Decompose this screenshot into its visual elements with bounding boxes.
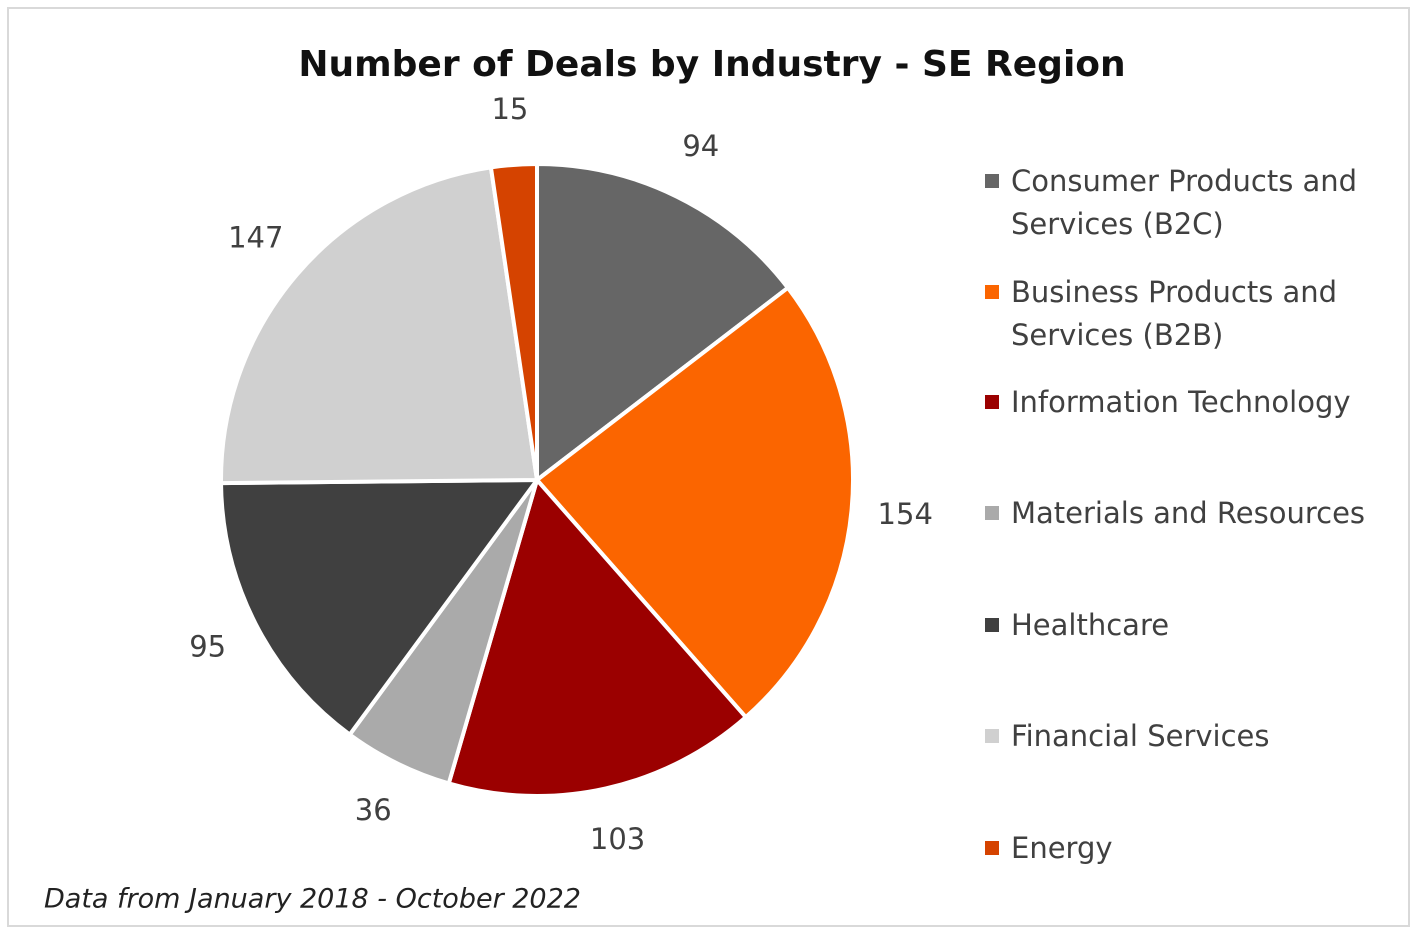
chart-subtitle: Data from January 2018 - October 2022 bbox=[44, 884, 581, 915]
data-label: 103 bbox=[590, 822, 645, 856]
legend-item: Energy bbox=[985, 827, 1385, 870]
legend-item: Materials and Resources bbox=[985, 492, 1385, 535]
pie-slice bbox=[446, 475, 749, 798]
legend-label: Business Products and Services (B2B) bbox=[1011, 275, 1338, 352]
pie-slice bbox=[534, 285, 855, 720]
pie-slice bbox=[488, 161, 539, 481]
legend-item: Consumer Products and Services (B2C) bbox=[985, 160, 1385, 246]
legend-swatch bbox=[985, 395, 999, 409]
data-label: 15 bbox=[491, 92, 528, 126]
legend-swatch bbox=[985, 729, 999, 743]
legend-label: Energy bbox=[1011, 831, 1113, 865]
data-label: 95 bbox=[189, 630, 226, 664]
legend-label: Consumer Products and Services (B2C) bbox=[1011, 164, 1358, 241]
pie-slice bbox=[219, 165, 540, 486]
pie-slice bbox=[218, 477, 541, 738]
legend-swatch bbox=[985, 506, 999, 520]
legend-label: Information Technology bbox=[1011, 385, 1351, 419]
legend-swatch bbox=[985, 285, 999, 299]
legend-item: Information Technology bbox=[985, 381, 1385, 424]
legend-swatch bbox=[985, 841, 999, 855]
legend-swatch bbox=[985, 174, 999, 188]
legend-item: Financial Services bbox=[985, 715, 1385, 758]
data-label: 147 bbox=[228, 221, 283, 255]
data-label: 94 bbox=[682, 129, 719, 163]
chart-title: Number of Deals by Industry - SE Region bbox=[298, 44, 1125, 85]
legend-label: Materials and Resources bbox=[1011, 496, 1366, 530]
legend-label: Healthcare bbox=[1011, 608, 1170, 642]
pie-slice bbox=[535, 161, 791, 485]
legend-item: Business Products and Services (B2B) bbox=[985, 271, 1385, 357]
data-label: 36 bbox=[355, 793, 392, 827]
data-label: 154 bbox=[878, 497, 933, 531]
pie bbox=[218, 161, 855, 798]
legend-item: Healthcare bbox=[985, 604, 1385, 647]
legend-swatch bbox=[985, 618, 999, 632]
legend-label: Financial Services bbox=[1011, 719, 1270, 753]
